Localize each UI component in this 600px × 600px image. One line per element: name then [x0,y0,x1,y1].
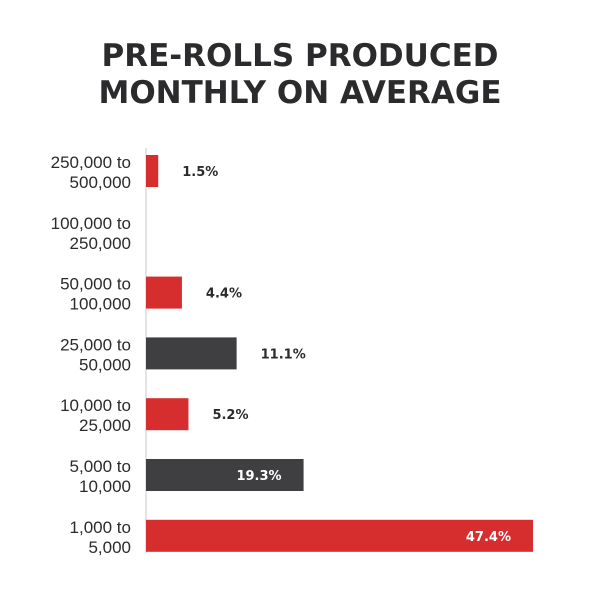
data-label: 19.3% [236,469,281,484]
category-label: 5,000 to 10,000 [70,457,131,496]
data-label: 1.5% [182,165,218,180]
category-label: 250,000 to 500,000 [51,153,131,192]
category-label: 50,000 to 100,000 [60,275,131,314]
data-label: 47.4% [466,530,511,545]
bar [146,398,189,431]
bar [146,519,533,552]
bar [146,276,182,309]
category-label: 10,000 to 25,000 [60,396,131,435]
bar [146,155,159,187]
category-label: 100,000 to 250,000 [51,214,131,253]
bar [146,337,237,370]
category-label: 25,000 to 50,000 [60,335,131,374]
chart-title-line-1: PRE-ROLLS PRODUCED [101,38,499,74]
chart-title-line-2: MONTHLY ON AVERAGE [98,75,502,111]
data-label: 5.2% [212,408,248,423]
data-label: 11.1% [261,347,306,362]
data-label: 4.4% [206,287,242,302]
category-label: 1,000 to 5,000 [70,518,131,557]
bar [146,459,304,491]
chart-title: PRE-ROLLS PRODUCED MONTHLY ON AVERAGE [0,38,600,112]
